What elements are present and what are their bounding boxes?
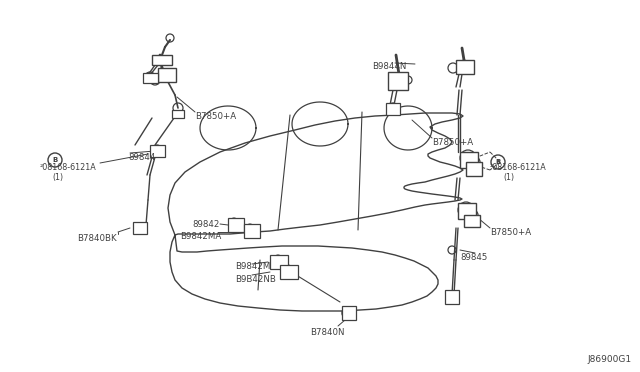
Text: B9842M: B9842M [235, 262, 270, 271]
Bar [133, 222, 147, 234]
Bar [466, 162, 482, 176]
Bar [143, 73, 158, 83]
Text: B9B42NB: B9B42NB [235, 275, 276, 284]
Text: B9844N: B9844N [372, 62, 406, 71]
Text: 89844: 89844 [128, 153, 156, 162]
Bar [228, 218, 244, 232]
Text: B7840BK: B7840BK [77, 234, 116, 243]
Text: ²08168-6121A: ²08168-6121A [40, 163, 97, 172]
Text: B7850+A: B7850+A [490, 228, 531, 237]
Text: B7840N: B7840N [310, 328, 344, 337]
Text: (1): (1) [503, 173, 514, 182]
Bar [456, 60, 474, 74]
Text: 89842: 89842 [192, 220, 220, 229]
Bar [460, 152, 478, 168]
Text: 89845: 89845 [460, 253, 488, 262]
Bar [152, 55, 172, 65]
Bar [386, 103, 400, 115]
Text: B9842MA: B9842MA [180, 232, 221, 241]
Bar [172, 110, 184, 118]
Text: J86900G1: J86900G1 [588, 355, 632, 364]
Text: (1): (1) [52, 173, 63, 182]
Text: B: B [495, 159, 500, 165]
Text: B: B [52, 157, 58, 163]
Bar [342, 306, 356, 320]
Text: ²08168-6121A: ²08168-6121A [490, 163, 547, 172]
Text: B7850+A: B7850+A [195, 112, 236, 121]
Bar [388, 72, 408, 90]
Bar [458, 203, 476, 219]
Text: B7850+A: B7850+A [432, 138, 473, 147]
Bar [158, 68, 176, 82]
Bar [150, 145, 165, 157]
Bar [445, 290, 459, 304]
Bar [244, 224, 260, 238]
Bar [280, 265, 298, 279]
Bar [464, 215, 480, 227]
Bar [270, 255, 288, 269]
